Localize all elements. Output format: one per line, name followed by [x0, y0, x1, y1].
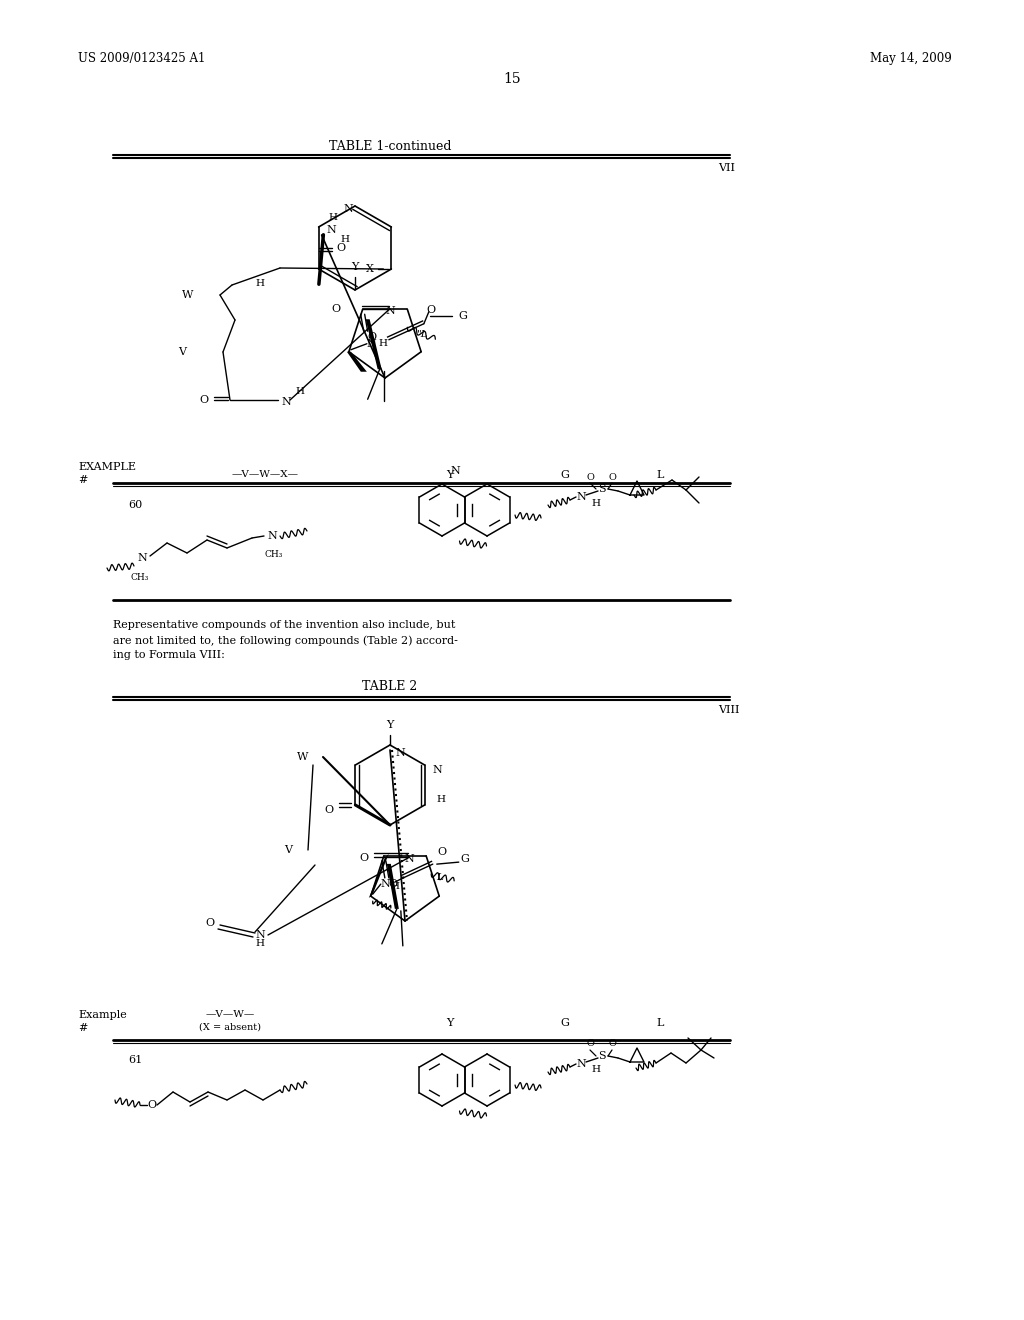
- Text: N: N: [575, 1059, 586, 1069]
- Text: X: X: [366, 264, 374, 275]
- Text: W: W: [181, 290, 193, 300]
- Text: TABLE 2: TABLE 2: [362, 680, 418, 693]
- Text: O: O: [331, 304, 340, 314]
- Text: H: H: [391, 882, 399, 891]
- Text: V: V: [284, 845, 292, 855]
- Text: EXAMPLE: EXAMPLE: [78, 462, 136, 473]
- Text: 60: 60: [128, 500, 142, 510]
- Text: (X = absent): (X = absent): [199, 1023, 261, 1032]
- Text: CH₃: CH₃: [265, 550, 284, 558]
- Text: US 2009/0123425 A1: US 2009/0123425 A1: [78, 51, 206, 65]
- Polygon shape: [347, 351, 367, 372]
- Text: N: N: [575, 492, 586, 502]
- Text: N: N: [281, 397, 291, 407]
- Text: N: N: [381, 879, 390, 890]
- Text: are not limited to, the following compounds (Table 2) accord-: are not limited to, the following compou…: [113, 635, 458, 645]
- Text: O: O: [368, 333, 377, 342]
- Text: L: L: [656, 1018, 664, 1028]
- Text: Y: Y: [386, 719, 393, 730]
- Text: N: N: [433, 766, 442, 775]
- Text: G: G: [560, 470, 569, 480]
- Text: N: N: [255, 931, 265, 940]
- Text: G: G: [461, 854, 470, 865]
- Text: H: H: [328, 214, 337, 223]
- Text: O: O: [438, 847, 446, 857]
- Text: O: O: [206, 917, 215, 928]
- Text: ing to Formula VIII:: ing to Formula VIII:: [113, 649, 225, 660]
- Text: H: H: [591, 499, 600, 507]
- Text: S: S: [598, 1051, 606, 1061]
- Text: S: S: [598, 484, 606, 494]
- Text: N: N: [451, 466, 460, 477]
- Polygon shape: [366, 319, 382, 370]
- Polygon shape: [387, 863, 398, 909]
- Text: O: O: [199, 395, 208, 405]
- Text: N: N: [327, 224, 336, 235]
- Text: O: O: [586, 1040, 594, 1048]
- Text: VIII: VIII: [718, 705, 739, 715]
- Text: O: O: [337, 243, 346, 253]
- Text: May 14, 2009: May 14, 2009: [870, 51, 951, 65]
- Polygon shape: [369, 854, 389, 898]
- Text: G: G: [560, 1018, 569, 1028]
- Text: V: V: [178, 347, 186, 356]
- Text: CH₃: CH₃: [131, 573, 150, 582]
- Text: Example: Example: [78, 1010, 127, 1020]
- Text: O: O: [586, 473, 594, 482]
- Text: O: O: [427, 305, 436, 314]
- Text: O: O: [147, 1100, 156, 1110]
- Text: G: G: [459, 310, 468, 321]
- Text: O: O: [325, 805, 334, 814]
- Text: N: N: [343, 205, 353, 214]
- Text: 61: 61: [128, 1055, 142, 1065]
- Text: H: H: [256, 939, 264, 948]
- Text: Y: Y: [351, 261, 358, 272]
- Text: O: O: [608, 1040, 616, 1048]
- Text: N: N: [395, 748, 404, 758]
- Text: 15: 15: [503, 73, 521, 86]
- Text: —V—W—: —V—W—: [206, 1010, 255, 1019]
- Text: H: H: [436, 796, 445, 804]
- Text: H: H: [295, 388, 304, 396]
- Text: #: #: [78, 475, 87, 484]
- Text: N: N: [267, 531, 276, 541]
- Text: H: H: [379, 339, 388, 348]
- Text: N: N: [367, 339, 377, 348]
- Text: Representative compounds of the invention also include, but: Representative compounds of the inventio…: [113, 620, 456, 630]
- Text: O: O: [359, 853, 369, 863]
- Text: O: O: [608, 473, 616, 482]
- Text: N: N: [386, 306, 395, 317]
- Text: "L: "L: [418, 330, 429, 339]
- Text: #: #: [78, 1023, 87, 1034]
- Text: W: W: [297, 752, 308, 762]
- Text: L: L: [656, 470, 664, 480]
- Text: Y: Y: [446, 470, 454, 480]
- Text: TABLE 1-continued: TABLE 1-continued: [329, 140, 452, 153]
- Text: H: H: [341, 235, 349, 244]
- Text: VII: VII: [718, 162, 735, 173]
- Text: O: O: [389, 879, 398, 888]
- Text: L: L: [436, 874, 443, 882]
- Text: H: H: [591, 1065, 600, 1074]
- Text: H: H: [256, 279, 264, 288]
- Text: —V—W—X—: —V—W—X—: [231, 470, 299, 479]
- Text: Y: Y: [446, 1018, 454, 1028]
- Text: N: N: [137, 553, 146, 564]
- Text: N: N: [404, 854, 414, 863]
